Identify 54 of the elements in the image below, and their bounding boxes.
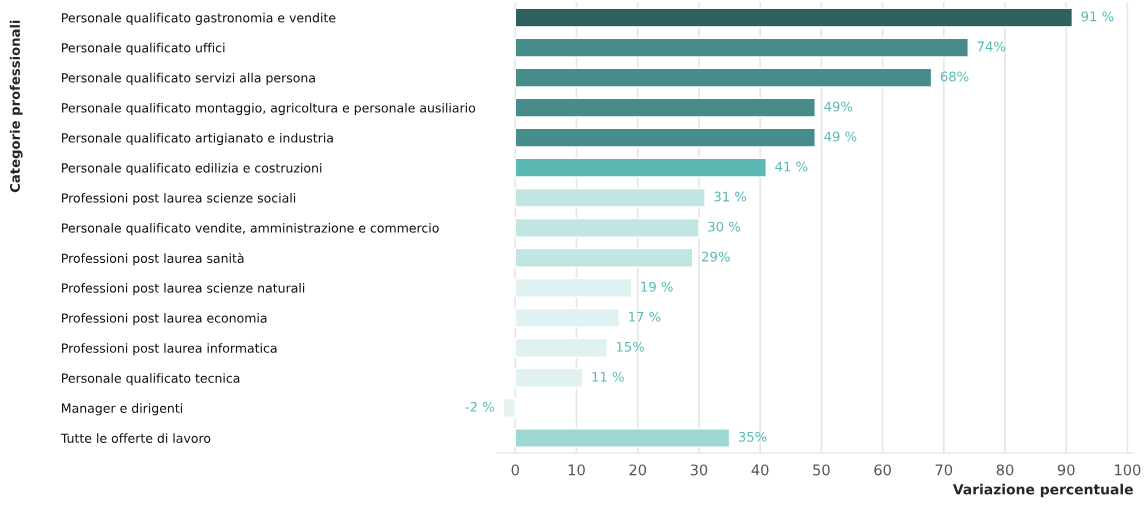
- y-tick-label: Personale qualificato servizi alla persona: [62, 72, 315, 85]
- bar: [514, 7, 1074, 28]
- y-tick-label: Personale qualificato edilizia e costruzioni: [62, 162, 322, 176]
- bar: [514, 157, 767, 178]
- bar: [514, 97, 816, 118]
- data-label: 74%: [977, 41, 1006, 52]
- y-tick-label: Personale qualificato montaggio, agricoltura e personale ausiliario: [62, 102, 476, 115]
- x-tick-label: 40: [751, 464, 769, 476]
- y-tick-label: Professioni post laurea economia: [62, 313, 267, 326]
- data-label: 68%: [940, 71, 969, 82]
- data-label: 35%: [738, 431, 767, 442]
- x-tick-label: 100: [1115, 464, 1141, 476]
- y-tick-label: Personale qualificato uffici: [62, 42, 225, 55]
- data-label: 41 %: [775, 161, 808, 172]
- data-label: -2 %: [465, 401, 494, 412]
- data-label: 17 %: [629, 311, 661, 322]
- y-tick-label: Personale qualificato tecnica: [62, 373, 240, 386]
- bar: [514, 37, 969, 58]
- bar: [514, 127, 816, 148]
- bar: [514, 187, 706, 208]
- x-tick-label: 20: [629, 464, 647, 476]
- x-tick-label: 90: [1057, 464, 1075, 476]
- x-axis-title: Variazione percentuale: [952, 483, 1133, 498]
- y-tick-label: Professioni post laurea informatica: [62, 343, 277, 356]
- x-tick-label: 70: [935, 464, 953, 476]
- x-tick-label: 30: [690, 464, 708, 476]
- y-tick-label: Professioni post laurea sanità: [62, 252, 244, 266]
- data-label: 91 %: [1081, 11, 1114, 22]
- x-tick-label: 80: [996, 464, 1014, 476]
- y-tick-label: Professioni post laurea scienze naturali: [62, 283, 305, 296]
- x-tick-label: 10: [568, 464, 585, 476]
- data-label: 31 %: [714, 191, 747, 202]
- data-label: 15%: [616, 341, 645, 352]
- bar: [514, 427, 731, 448]
- bar: [502, 397, 516, 418]
- data-label: 29%: [702, 251, 730, 262]
- x-tick-label: 60: [874, 464, 891, 476]
- y-tick-label: Personale qualificato gastronomia e vendite: [62, 12, 336, 25]
- bar: [514, 67, 933, 88]
- y-axis-title: Categorie professionali: [9, 20, 23, 193]
- y-tick-label: Professioni post laurea scienze sociali: [62, 193, 296, 206]
- x-tick-label: 0: [511, 464, 519, 476]
- data-label: 49%: [824, 101, 853, 112]
- data-label: 30 %: [708, 221, 741, 232]
- x-tick-label: 50: [813, 464, 830, 476]
- bar: [514, 247, 694, 268]
- bar: [514, 217, 700, 238]
- y-tick-label: Personale qualificato vendite, amministrazione e commercio: [62, 223, 439, 236]
- y-tick-label: Personale qualificato artigianato e industria: [62, 132, 333, 146]
- data-label: 11 %: [592, 371, 624, 382]
- data-label: 19 %: [641, 281, 673, 292]
- y-tick-label: Tutte le offerte di lavoro: [60, 433, 211, 443]
- data-label: 49 %: [824, 131, 857, 142]
- y-tick-label: Manager e dirigenti: [62, 403, 183, 416]
